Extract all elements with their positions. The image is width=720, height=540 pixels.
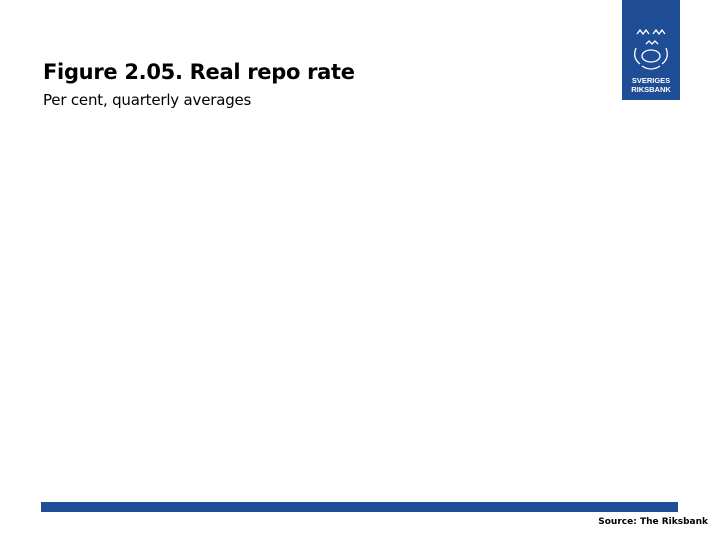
logo-text: RIKSBANK	[631, 85, 671, 94]
source-note: Source: The Riksbank	[598, 517, 708, 527]
logo-emblem	[634, 28, 668, 70]
slide-title: Figure 2.05. Real repo rate	[43, 60, 355, 84]
logo: SVERIGES RIKSBANK	[622, 0, 680, 100]
logo-text: SVERIGES	[632, 76, 670, 85]
footer-bar	[41, 502, 678, 512]
slide-subtitle: Per cent, quarterly averages	[43, 91, 252, 109]
